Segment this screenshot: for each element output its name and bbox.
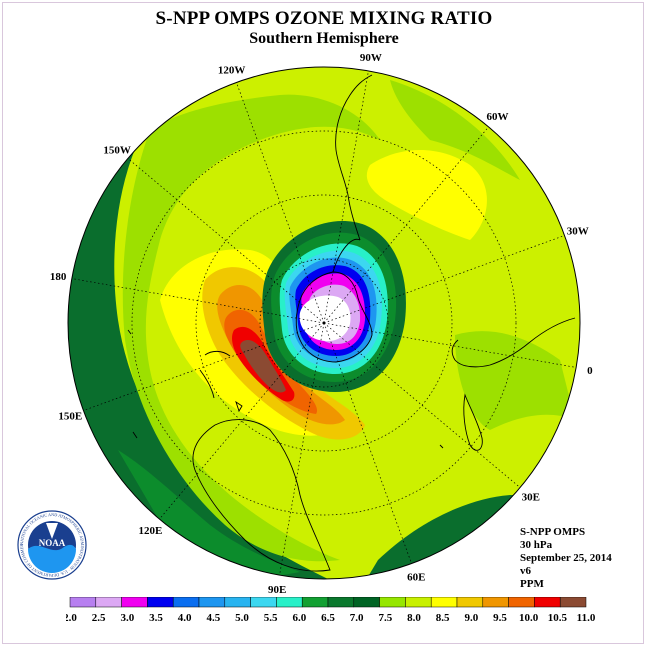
longitude-label: 90W <box>360 52 382 64</box>
longitude-label: 180 <box>50 271 67 283</box>
instrument-label: S-NPP OMPS <box>520 526 586 538</box>
color-bar-label: 6.5 <box>321 612 335 624</box>
coast-new-zealand <box>199 350 231 399</box>
color-bar-label: 3.0 <box>120 612 134 624</box>
longitude-label: 150W <box>103 144 131 156</box>
meridian-line <box>323 322 521 488</box>
color-bar-label: 4.0 <box>178 612 192 624</box>
contour-green-band <box>118 450 300 579</box>
contour-light-green-west <box>122 94 381 562</box>
info-block: S-NPP OMPS 30 hPa September 25, 2014 v6 … <box>520 526 612 591</box>
date-label: September 25, 2014 <box>520 552 612 564</box>
coast-africa <box>451 317 576 368</box>
contour-light-green-east <box>455 331 575 430</box>
color-bar-label: 7.5 <box>378 612 392 624</box>
meridian-line <box>71 278 325 324</box>
color-bar-label: 2.0 <box>66 612 77 624</box>
color-bar-swatch <box>405 597 432 608</box>
coast-australia <box>192 419 331 572</box>
color-bar-label: 4.5 <box>206 612 220 624</box>
color-bar-swatch <box>147 597 174 608</box>
color-bar-swatch <box>250 597 277 608</box>
color-bar: 2.0 2.5 3.0 3.5 4.0 4.5 5.0 5.5 6.0 6.5 7.0 7.5 8.0 8… <box>66 597 596 624</box>
contour-light-green-north <box>390 80 520 180</box>
color-bar-swatch <box>327 597 355 608</box>
meridian-line <box>159 322 325 520</box>
meridian-line <box>83 322 325 411</box>
longitude-label: 90E <box>268 584 286 596</box>
longitude-label: 30W <box>567 226 589 238</box>
color-bar-label: 8.0 <box>407 612 421 624</box>
map-subtitle: Southern Hemisphere <box>249 30 399 47</box>
coast-south-america <box>335 74 373 241</box>
color-bar-label: 6.0 <box>292 612 306 624</box>
meridian-line <box>323 126 489 324</box>
units-label: PPM <box>520 578 544 590</box>
color-bar-swatch <box>121 597 148 608</box>
color-bar-swatch <box>353 597 380 608</box>
color-bar-label: 5.5 <box>264 612 278 624</box>
map-boundary <box>67 66 581 580</box>
noaa-logo: NOAA NATIONAL OCEANIC AND ATMOSPHERIC AD… <box>17 510 87 580</box>
color-bar-label: 2.5 <box>92 612 106 624</box>
meridian-line <box>127 158 325 324</box>
longitude-label: 60E <box>407 572 425 584</box>
longitude-label: 0 <box>587 365 593 377</box>
coast-madagascar <box>463 393 483 451</box>
map-title: S-NPP OMPS OZONE MIXING RATIO <box>155 8 493 29</box>
color-bar-swatch <box>276 597 303 608</box>
color-bar-label: 5.0 <box>235 612 249 624</box>
color-bar-swatch <box>508 597 535 608</box>
color-bar-swatch <box>95 597 122 608</box>
meridians <box>71 70 577 576</box>
color-bar-swatch <box>379 597 406 608</box>
color-bar-swatch <box>301 597 329 608</box>
color-bar-swatch <box>198 597 226 608</box>
coast-peninsula <box>332 238 361 273</box>
latitude-circle-80s <box>259 258 389 388</box>
color-bar-label: 10.0 <box>519 612 539 624</box>
longitude-label: 30E <box>522 492 540 504</box>
longitude-label: 150E <box>58 410 82 422</box>
longitude-label: 120W <box>218 64 246 76</box>
color-bar-label: 7.0 <box>350 612 364 624</box>
meridian-line <box>236 82 325 324</box>
color-bar-swatch <box>69 597 97 608</box>
longitude-label: 60W <box>487 111 509 123</box>
color-bar-swatch <box>430 597 458 608</box>
color-bar-swatch <box>482 597 509 608</box>
color-bar-label: 10.5 <box>548 612 568 624</box>
color-bar-label: 3.5 <box>149 612 163 624</box>
color-bar-swatch <box>456 597 484 608</box>
contour-yellow-ne <box>366 150 487 240</box>
meridian-line <box>323 322 577 368</box>
ozone-field <box>68 67 580 579</box>
meridian-line <box>323 322 412 564</box>
color-bar-swatch <box>224 597 251 608</box>
latitude-circle-40s <box>131 130 517 516</box>
color-bar-label: 9.5 <box>493 612 507 624</box>
latitude-circle-60s <box>195 194 453 452</box>
noaa-logo-text: NOAA <box>39 538 66 548</box>
coastlines <box>127 74 576 572</box>
meridian-line <box>323 235 565 324</box>
color-bar-swatch <box>559 597 587 608</box>
meridian-line <box>323 70 369 324</box>
pressure-level-label: 30 hPa <box>520 539 553 551</box>
longitude-label: 120E <box>139 525 163 537</box>
contour-brown <box>240 339 286 393</box>
color-bar-label: 11.0 <box>577 612 596 624</box>
coast-islands <box>127 329 444 449</box>
south-pole-marker <box>322 321 326 325</box>
color-bar-label: 9.0 <box>464 612 478 624</box>
version-label: v6 <box>520 565 531 577</box>
meridian-line <box>279 322 325 576</box>
color-bar-label: 8.5 <box>436 612 450 624</box>
color-bar-swatch <box>534 597 561 608</box>
longitude-labels: 90W 60W 30W 0 30E 60E 90E 120E 150E 180 150W 120W <box>50 52 593 596</box>
graticule <box>71 70 577 576</box>
color-bar-swatch <box>172 597 200 608</box>
